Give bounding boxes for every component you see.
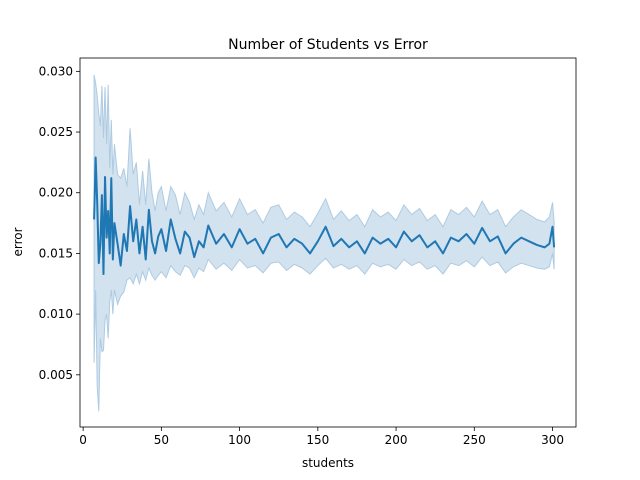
chart-title: Number of Students vs Error bbox=[228, 37, 428, 53]
x-tick-label: 0 bbox=[79, 433, 87, 447]
y-tick-label: 0.015 bbox=[39, 246, 73, 260]
y-tick-label: 0.005 bbox=[39, 368, 73, 382]
y-axis-label: error bbox=[11, 227, 25, 256]
x-axis-label: students bbox=[302, 456, 354, 470]
y-tick-label: 0.020 bbox=[39, 186, 73, 200]
x-tick-label: 300 bbox=[541, 433, 564, 447]
x-tick-label: 50 bbox=[154, 433, 169, 447]
x-axis-ticks: 0 50 100 150 200 250 300 bbox=[79, 427, 564, 447]
x-tick-label: 150 bbox=[306, 433, 329, 447]
y-tick-label: 0.025 bbox=[39, 125, 73, 139]
mean-error-line bbox=[93, 156, 556, 276]
y-tick-label: 0.030 bbox=[39, 64, 73, 78]
y-axis-ticks: 0.005 0.010 0.015 0.020 0.025 0.030 bbox=[39, 64, 80, 382]
y-tick-label: 0.010 bbox=[39, 307, 73, 321]
x-tick-label: 250 bbox=[463, 433, 486, 447]
x-tick-label: 100 bbox=[228, 433, 251, 447]
plot-area bbox=[93, 74, 556, 412]
x-tick-label: 200 bbox=[385, 433, 408, 447]
confidence-band bbox=[93, 74, 555, 412]
axes-frame bbox=[79, 57, 577, 428]
